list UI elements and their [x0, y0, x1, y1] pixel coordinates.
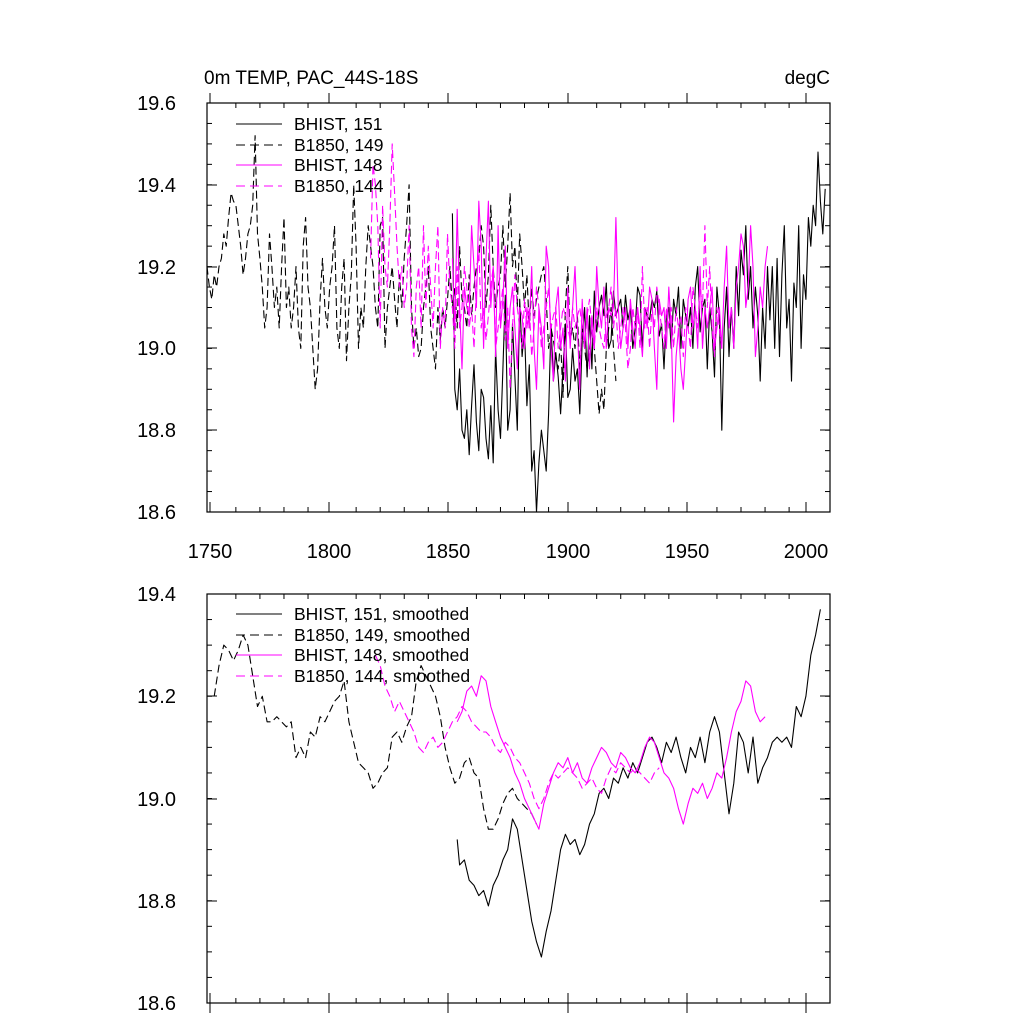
top-ytick-label: 19.2	[137, 257, 176, 279]
top-ytick-label: 18.8	[137, 420, 176, 442]
series-line-bhist-151-smoothed	[456, 609, 821, 958]
legend-label: BHIST, 148	[294, 155, 383, 175]
legend-label: B1850, 149, smoothed	[294, 625, 470, 645]
top-series-layer	[206, 135, 826, 513]
series-line-bhist-151	[451, 151, 826, 513]
top-xtick-label: 1800	[307, 541, 352, 563]
series-line-b1850-144	[370, 143, 723, 390]
bottom-minor-ticks	[207, 593, 830, 1004]
top-xtick-label: 1850	[426, 541, 471, 563]
top-ytick-label: 19.0	[137, 338, 176, 360]
bottom-legend: BHIST, 151, smoothed B1850, 149, smoothe…	[236, 604, 470, 686]
legend-label: B1850, 149	[294, 135, 384, 155]
top-legend: BHIST, 151 B1850, 149 BHIST, 148 B1850, …	[236, 114, 384, 196]
legend-label: B1850, 144	[294, 176, 384, 196]
top-panel: 0m TEMP, PAC_44S-18S degC 18.6 18.8 19.0…	[137, 68, 831, 563]
series-line-bhist-148-smoothed	[456, 675, 766, 830]
top-units-label: degC	[785, 68, 830, 89]
top-xtick-label: 1750	[188, 541, 233, 563]
top-ytick-label: 19.4	[137, 175, 176, 197]
top-ytick-label: 19.6	[137, 93, 176, 115]
bottom-ytick-label: 19.2	[137, 686, 176, 708]
bottom-ytick-label: 19.4	[137, 584, 176, 606]
bottom-ytick-label: 18.8	[137, 891, 176, 913]
legend-label: BHIST, 151	[294, 114, 383, 134]
series-line-b1850-149-smoothed	[213, 634, 537, 830]
bottom-series-layer	[213, 609, 821, 958]
bottom-ytick-label: 19.0	[137, 789, 176, 811]
series-line-bhist-148	[451, 200, 769, 423]
top-xtick-label: 2000	[784, 541, 829, 563]
series-line-b1850-144-smoothed	[374, 655, 660, 810]
top-ytick-label: 18.6	[137, 502, 176, 524]
top-xtick-label: 1950	[665, 541, 710, 563]
legend-label: BHIST, 148, smoothed	[294, 645, 469, 665]
legend-label: BHIST, 151, smoothed	[294, 604, 469, 624]
legend-label: B1850, 144, smoothed	[294, 666, 470, 686]
top-xtick-label: 1900	[546, 541, 591, 563]
bottom-ytick-label: 18.6	[137, 993, 176, 1015]
bottom-panel: 18.6 18.8 19.0 19.2 19.4 BHIST, 151, smo…	[137, 584, 831, 1015]
top-chart-title: 0m TEMP, PAC_44S-18S	[204, 68, 418, 89]
